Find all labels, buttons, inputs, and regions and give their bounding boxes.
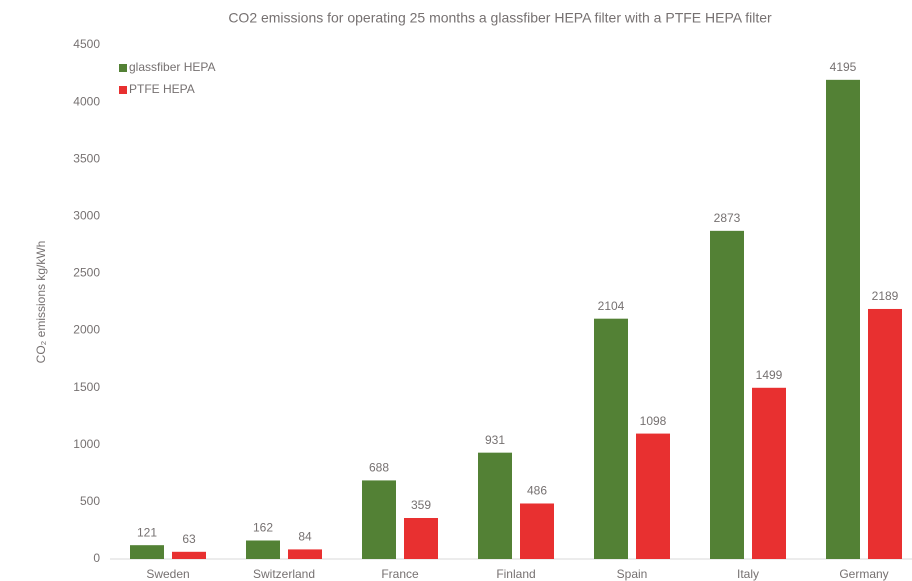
y-tick-label: 3500 <box>73 151 100 165</box>
chart-title: CO2 emissions for operating 25 months a … <box>228 10 772 26</box>
bar <box>246 540 280 559</box>
y-tick-label: 1500 <box>73 380 100 394</box>
y-tick-label: 4500 <box>73 37 100 51</box>
y-tick-label: 4000 <box>73 94 100 108</box>
y-tick-label: 3000 <box>73 209 100 223</box>
legend-label: glassfiber HEPA <box>129 60 215 74</box>
bar <box>636 433 670 559</box>
bar <box>826 79 860 560</box>
bar <box>362 480 396 559</box>
data-label: 4195 <box>830 60 857 74</box>
data-label: 2873 <box>714 211 741 225</box>
data-label: 2104 <box>598 299 625 313</box>
data-label: 2189 <box>872 289 899 303</box>
y-tick-label: 0 <box>93 551 100 565</box>
x-tick-label: France <box>381 567 419 581</box>
y-tick-label: 1000 <box>73 437 100 451</box>
y-tick-label: 2500 <box>73 266 100 280</box>
legend-swatch <box>119 64 127 72</box>
x-tick-label: Finland <box>496 567 535 581</box>
data-label: 688 <box>369 461 389 475</box>
bar <box>288 549 322 559</box>
data-label: 84 <box>298 530 312 544</box>
x-tick-label: Sweden <box>146 567 189 581</box>
bar <box>752 387 786 559</box>
bar <box>130 545 164 559</box>
data-label: 359 <box>411 498 431 512</box>
bar <box>172 551 206 559</box>
data-label: 162 <box>253 521 273 535</box>
x-tick-label: Italy <box>737 567 759 581</box>
bar <box>710 230 744 560</box>
data-label: 931 <box>485 433 505 447</box>
x-tick-label: Germany <box>839 567 888 581</box>
bar <box>594 318 628 559</box>
data-label: 1499 <box>756 368 783 382</box>
y-tick-label: 500 <box>80 494 100 508</box>
legend-swatch <box>119 86 127 94</box>
bar <box>478 452 512 559</box>
legend-label: PTFE HEPA <box>129 82 195 96</box>
data-label: 63 <box>182 532 196 546</box>
y-tick-label: 2000 <box>73 323 100 337</box>
x-tick-label: Switzerland <box>253 567 315 581</box>
data-label: 121 <box>137 525 157 539</box>
x-tick-label: Spain <box>617 567 648 581</box>
data-label: 486 <box>527 484 547 498</box>
data-label: 1098 <box>640 414 667 428</box>
y-axis-label: CO₂ emissions kg/kWh <box>34 241 48 364</box>
bar <box>868 308 902 559</box>
bar <box>520 503 554 559</box>
bar <box>404 517 438 559</box>
